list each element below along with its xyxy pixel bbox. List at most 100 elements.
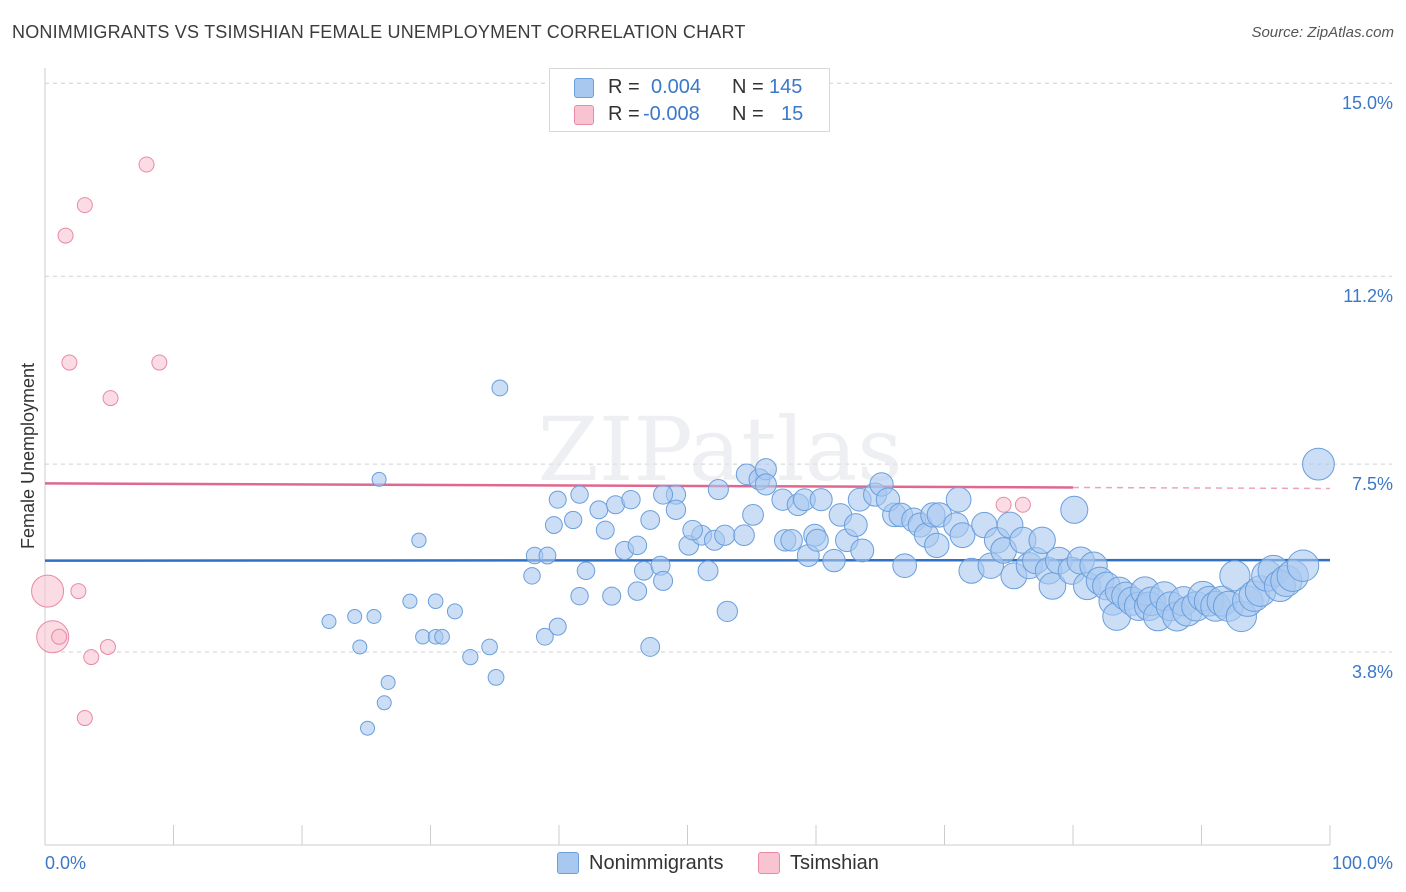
blue-swatch-icon xyxy=(574,78,594,98)
blue-swatch-icon xyxy=(557,852,579,874)
pink-swatch-icon xyxy=(758,852,780,874)
nonimmigrants-point xyxy=(352,639,368,655)
nonimmigrants-point xyxy=(653,570,674,591)
y-tick-label: 7.5% xyxy=(1352,474,1393,494)
nonimmigrants-point xyxy=(548,617,567,636)
nonimmigrants-point xyxy=(945,486,972,513)
nonimmigrants-point xyxy=(653,484,674,505)
nonimmigrants-point xyxy=(640,637,661,657)
tsimshian-trend-extension xyxy=(1072,486,1331,490)
nonimmigrants-point xyxy=(892,553,918,579)
nonimmigrants-point xyxy=(805,528,829,552)
tsimshian-point xyxy=(83,649,100,666)
tsimshian-point xyxy=(138,156,155,173)
nonimmigrants-point xyxy=(716,600,738,623)
nonimmigrants-point xyxy=(850,538,875,563)
nonimmigrants-point xyxy=(1219,560,1251,592)
nonimmigrants-point xyxy=(380,674,396,690)
nonimmigrants-point xyxy=(321,614,337,630)
tsimshian-point xyxy=(151,354,168,371)
nonimmigrants-trend-line xyxy=(44,558,1331,562)
nonimmigrants-point xyxy=(548,490,567,509)
tsimshian-trend-line xyxy=(44,482,1074,489)
legend-label: Nonimmigrants xyxy=(589,852,724,874)
legend-n-value: 15 xyxy=(781,103,804,125)
legend-n-value: 145 xyxy=(769,76,803,98)
tsimshian-point xyxy=(102,390,119,407)
nonimmigrants-point xyxy=(621,489,641,510)
tsimshian-point xyxy=(57,227,74,244)
nonimmigrants-point xyxy=(714,524,736,546)
nonimmigrants-point xyxy=(633,560,654,581)
chart-title: NONIMMIGRANTS VS TSIMSHIAN FEMALE UNEMPL… xyxy=(12,22,746,42)
x-tick-label: 100.0% xyxy=(1332,853,1393,873)
tsimshian-point xyxy=(76,710,93,727)
nonimmigrants-point xyxy=(544,516,563,535)
source-label: Source: ZipAtlas.com xyxy=(1251,24,1394,41)
nonimmigrants-point xyxy=(1028,526,1056,554)
y-tick-label: 11.2% xyxy=(1343,286,1393,306)
legend-r-value: 0.004 xyxy=(651,76,702,98)
nonimmigrants-point xyxy=(538,546,557,565)
nonimmigrants-point xyxy=(570,485,589,504)
nonimmigrants-point xyxy=(640,510,661,530)
nonimmigrants-point xyxy=(402,593,418,609)
nonimmigrants-point xyxy=(627,535,648,556)
nonimmigrants-point xyxy=(481,638,498,656)
nonimmigrants-point xyxy=(446,603,463,620)
legend-n-label: N = xyxy=(732,76,764,98)
legend-r-label: R = xyxy=(608,76,640,98)
legend-n-label: N = xyxy=(732,103,764,125)
nonimmigrants-point xyxy=(707,478,729,501)
nonimmigrants-point xyxy=(427,593,444,610)
legend-label: Tsimshian xyxy=(790,852,879,874)
nonimmigrants-point xyxy=(733,524,755,547)
tsimshian-point xyxy=(31,574,65,608)
tsimshian-point xyxy=(99,638,116,655)
legend-row-nonimmigrants: R = 0.004 N = 145 xyxy=(550,73,829,101)
nonimmigrants-point xyxy=(415,629,431,645)
y-axis-label: Female Unemployment xyxy=(18,363,38,549)
correlation-legend: R = 0.004 N = 145 R = -0.008 N = 15 xyxy=(549,68,830,132)
nonimmigrants-point xyxy=(949,522,976,549)
nonimmigrants-point xyxy=(536,627,554,646)
legend-row-tsimshian: R = -0.008 N = 15 xyxy=(550,100,829,128)
tsimshian-point xyxy=(51,628,68,645)
nonimmigrants-point xyxy=(360,720,376,736)
nonimmigrants-point xyxy=(754,473,777,496)
nonimmigrants-point xyxy=(602,586,622,606)
tsimshian-point xyxy=(61,354,78,371)
nonimmigrants-point xyxy=(434,628,450,645)
nonimmigrants-point xyxy=(809,488,833,512)
tsimshian-point xyxy=(1014,496,1031,513)
nonimmigrants-point xyxy=(665,499,687,520)
nonimmigrants-point xyxy=(780,529,803,552)
x-tick-label: 0.0% xyxy=(45,853,86,873)
nonimmigrants-point xyxy=(697,560,719,582)
nonimmigrants-point xyxy=(1286,549,1320,582)
y-tick-label: 3.8% xyxy=(1352,662,1393,682)
legend-r-label: R = xyxy=(608,103,640,125)
nonimmigrants-point xyxy=(347,608,363,624)
nonimmigrants-point xyxy=(411,532,427,548)
data-points xyxy=(31,156,1335,736)
nonimmigrants-point xyxy=(371,471,387,487)
nonimmigrants-point xyxy=(487,669,505,686)
tick-labels: 3.8% 7.5% 11.2% 15.0% 0.0% 100.0% xyxy=(45,93,1393,873)
nonimmigrants-point xyxy=(570,586,589,606)
nonimmigrants-point xyxy=(462,648,479,666)
tsimshian-point xyxy=(70,583,87,600)
axes xyxy=(44,68,1331,846)
nonimmigrants-point xyxy=(627,581,648,601)
nonimmigrants-point xyxy=(563,510,583,530)
tsimshian-point xyxy=(76,197,93,214)
grid-lines xyxy=(45,82,1392,653)
legend-r-value: -0.008 xyxy=(643,103,700,125)
tsimshian-point xyxy=(995,496,1012,513)
nonimmigrants-point xyxy=(1060,495,1089,524)
nonimmigrants-point xyxy=(822,548,846,573)
nonimmigrants-point xyxy=(742,504,764,526)
trend-lines xyxy=(44,482,1331,562)
nonimmigrants-point xyxy=(376,695,392,711)
